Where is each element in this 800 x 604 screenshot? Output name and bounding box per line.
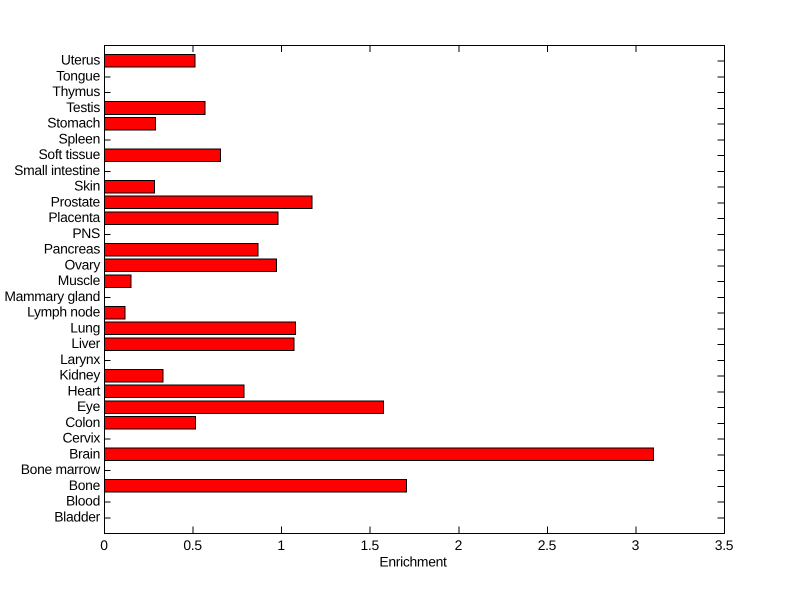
svg-text:Testis: Testis: [66, 99, 100, 115]
svg-text:Uterus: Uterus: [61, 52, 100, 68]
svg-text:2.5: 2.5: [538, 537, 557, 553]
svg-text:Bone: Bone: [69, 477, 101, 493]
svg-text:Brain: Brain: [69, 445, 100, 461]
svg-text:Stomach: Stomach: [47, 115, 100, 131]
svg-text:Lung: Lung: [70, 319, 100, 335]
svg-text:Ovary: Ovary: [64, 256, 100, 272]
svg-text:Larynx: Larynx: [60, 351, 100, 367]
svg-text:Pancreas: Pancreas: [44, 241, 101, 257]
svg-text:Lymph node: Lymph node: [27, 304, 101, 320]
svg-text:Prostate: Prostate: [51, 193, 101, 209]
svg-text:Eye: Eye: [77, 398, 101, 414]
svg-text:Placenta: Placenta: [48, 209, 100, 225]
svg-text:0: 0: [100, 537, 108, 553]
svg-text:Thymus: Thymus: [52, 83, 100, 99]
svg-text:2: 2: [455, 537, 463, 553]
svg-text:Spleen: Spleen: [59, 130, 100, 146]
svg-text:Cervix: Cervix: [62, 430, 100, 446]
svg-text:3: 3: [632, 537, 640, 553]
svg-text:Skin: Skin: [74, 178, 100, 194]
svg-text:Liver: Liver: [71, 335, 100, 351]
svg-text:Enrichment: Enrichment: [379, 554, 447, 570]
svg-text:Tongue: Tongue: [56, 67, 100, 83]
svg-text:1: 1: [277, 537, 285, 553]
svg-text:Heart: Heart: [68, 382, 101, 398]
svg-text:Bladder: Bladder: [54, 508, 100, 524]
svg-text:Blood: Blood: [66, 493, 100, 509]
svg-text:Bone marrow: Bone marrow: [21, 461, 102, 477]
svg-text:PNS: PNS: [72, 225, 100, 241]
svg-text:Kidney: Kidney: [59, 367, 100, 383]
svg-text:Colon: Colon: [65, 414, 100, 430]
svg-text:Muscle: Muscle: [58, 272, 101, 288]
svg-text:1.5: 1.5: [360, 537, 379, 553]
svg-text:Soft tissue: Soft tissue: [38, 146, 100, 162]
svg-text:0.5: 0.5: [183, 537, 202, 553]
svg-text:Small intestine: Small intestine: [14, 162, 100, 178]
svg-text:3.5: 3.5: [715, 537, 734, 553]
svg-text:Mammary gland: Mammary gland: [4, 288, 100, 304]
